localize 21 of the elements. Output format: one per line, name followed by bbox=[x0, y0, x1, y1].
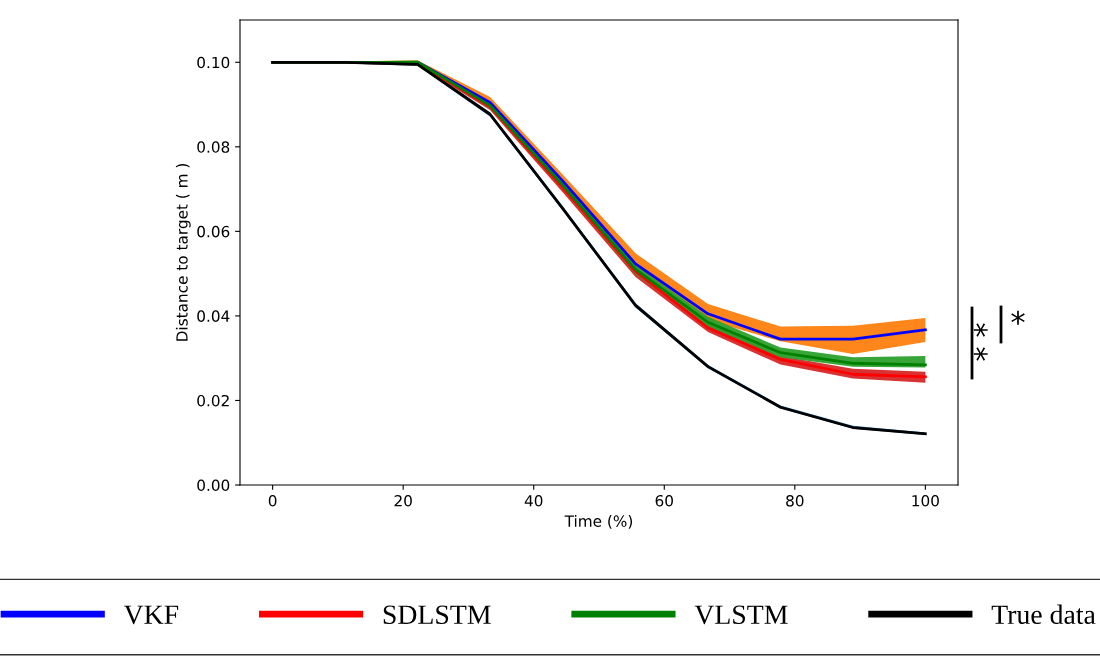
y-tick-label: 0.06 bbox=[197, 225, 230, 238]
x-tick-label: 20 bbox=[394, 494, 412, 507]
text: * bbox=[973, 323, 988, 337]
text: * bbox=[1011, 310, 1025, 325]
legend-label: VLSTM bbox=[694, 605, 788, 625]
y-tick-label: 0.04 bbox=[197, 310, 230, 322]
legend-label: True data bbox=[991, 604, 1096, 625]
legend-label: SDLSTM bbox=[383, 605, 491, 625]
y-tick-label: 0.10 bbox=[197, 56, 230, 69]
y-tick-label: 0.08 bbox=[197, 141, 230, 153]
y-tick-label: 0.00 bbox=[197, 479, 230, 492]
x-tick-label: 80 bbox=[786, 494, 804, 507]
y-axis-title: Distance to target ( m ) bbox=[175, 163, 191, 341]
x-tick-label: 0 bbox=[268, 494, 277, 507]
x-tick-label: 40 bbox=[524, 494, 543, 507]
y-tick-label: 0.02 bbox=[197, 394, 229, 407]
x-tick-label: 60 bbox=[655, 494, 673, 507]
x-tick-label: 100 bbox=[912, 494, 939, 507]
x-axis-title: Time (%) bbox=[564, 515, 633, 529]
legend-label: VKF bbox=[123, 605, 179, 625]
text: * bbox=[973, 347, 988, 361]
